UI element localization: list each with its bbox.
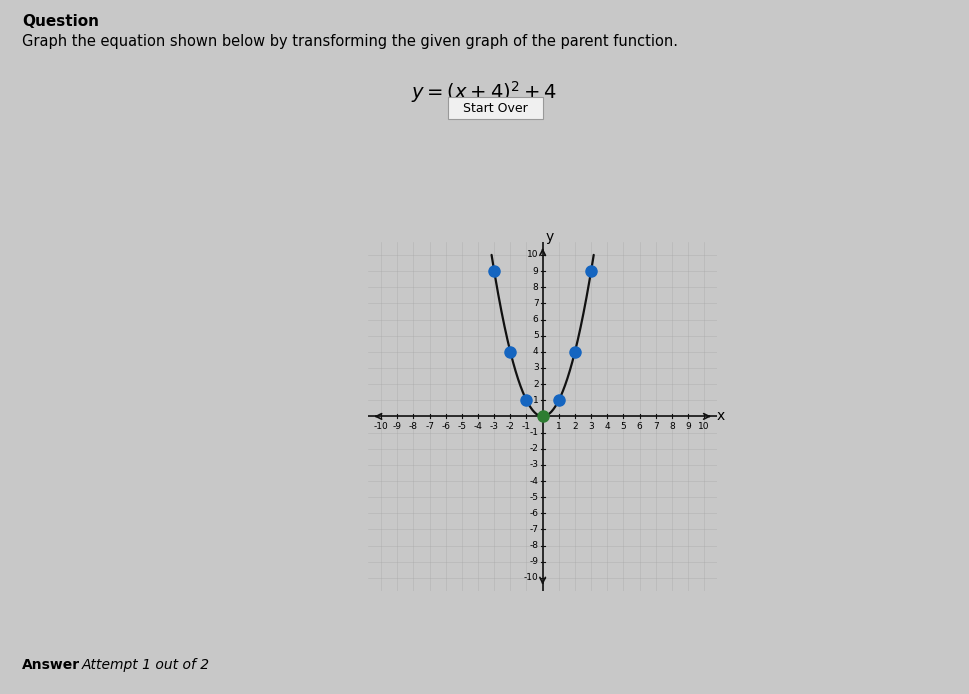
Text: -1: -1 bbox=[530, 428, 539, 437]
Text: -2: -2 bbox=[530, 444, 539, 453]
Text: -6: -6 bbox=[530, 509, 539, 518]
Text: 3: 3 bbox=[533, 364, 539, 373]
Text: 9: 9 bbox=[533, 266, 539, 276]
Text: 6: 6 bbox=[637, 422, 642, 431]
Text: Start Over: Start Over bbox=[463, 101, 528, 115]
Text: Question: Question bbox=[22, 14, 99, 29]
Text: -10: -10 bbox=[524, 573, 539, 582]
Text: 7: 7 bbox=[533, 299, 539, 308]
Text: -4: -4 bbox=[530, 477, 539, 486]
Text: 5: 5 bbox=[620, 422, 626, 431]
Text: 5: 5 bbox=[533, 331, 539, 340]
Text: 10: 10 bbox=[527, 251, 539, 260]
Text: 2: 2 bbox=[533, 380, 539, 389]
Text: -5: -5 bbox=[457, 422, 466, 431]
Text: 7: 7 bbox=[653, 422, 659, 431]
Text: 3: 3 bbox=[588, 422, 594, 431]
Text: Answer: Answer bbox=[22, 658, 80, 672]
Text: 9: 9 bbox=[685, 422, 691, 431]
Text: -9: -9 bbox=[392, 422, 402, 431]
Text: -8: -8 bbox=[409, 422, 418, 431]
Text: 10: 10 bbox=[699, 422, 710, 431]
Text: -3: -3 bbox=[489, 422, 499, 431]
Text: 2: 2 bbox=[572, 422, 578, 431]
Text: -3: -3 bbox=[530, 460, 539, 469]
FancyBboxPatch shape bbox=[448, 97, 543, 119]
Text: 4: 4 bbox=[605, 422, 610, 431]
Text: -10: -10 bbox=[374, 422, 389, 431]
Text: -1: -1 bbox=[522, 422, 531, 431]
Text: $y = (x + 4)^2 + 4$: $y = (x + 4)^2 + 4$ bbox=[411, 79, 557, 105]
Text: 8: 8 bbox=[533, 282, 539, 291]
Text: -4: -4 bbox=[474, 422, 483, 431]
Text: 1: 1 bbox=[533, 396, 539, 405]
Text: y: y bbox=[546, 230, 554, 244]
Text: -7: -7 bbox=[425, 422, 434, 431]
Text: Graph the equation shown below by transforming the given graph of the parent fun: Graph the equation shown below by transf… bbox=[22, 34, 678, 49]
Text: x: x bbox=[717, 409, 726, 423]
Text: -9: -9 bbox=[530, 557, 539, 566]
Text: 6: 6 bbox=[533, 315, 539, 324]
Text: Attempt 1 out of 2: Attempt 1 out of 2 bbox=[82, 658, 210, 672]
Text: -7: -7 bbox=[530, 525, 539, 534]
Text: 4: 4 bbox=[533, 347, 539, 356]
Text: -2: -2 bbox=[506, 422, 515, 431]
Text: -5: -5 bbox=[530, 493, 539, 502]
Text: -6: -6 bbox=[441, 422, 451, 431]
Text: 8: 8 bbox=[669, 422, 674, 431]
Text: -8: -8 bbox=[530, 541, 539, 550]
Text: 1: 1 bbox=[556, 422, 562, 431]
